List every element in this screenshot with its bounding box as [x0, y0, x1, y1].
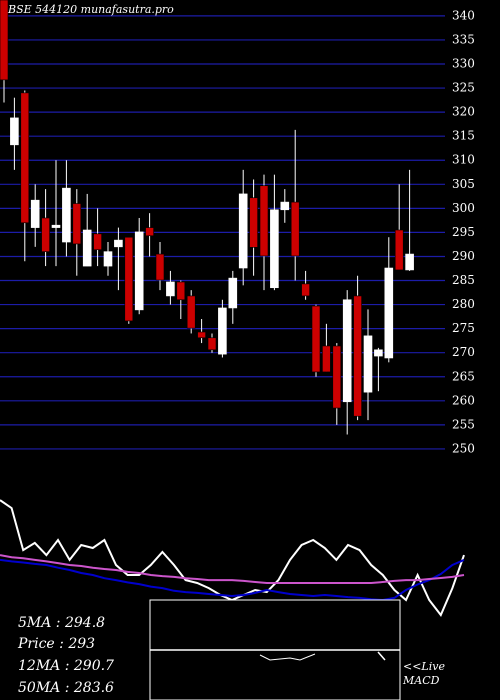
candle-body — [10, 117, 19, 146]
candle-body — [322, 345, 331, 373]
candle-body — [207, 337, 217, 351]
candle-body — [342, 299, 352, 403]
candle-body — [301, 283, 310, 297]
candle-body — [228, 277, 238, 309]
y-tick-label: 285 — [452, 273, 475, 287]
y-tick-label: 260 — [452, 393, 475, 407]
y-tick-label: 335 — [452, 32, 475, 46]
candle-body — [280, 201, 290, 211]
candle-body — [93, 233, 102, 251]
candle-body — [218, 307, 227, 355]
candle-body — [0, 0, 9, 81]
candle-body — [82, 229, 92, 267]
macd-segment — [259, 653, 316, 661]
candle-body — [176, 281, 186, 301]
candle-body — [270, 209, 279, 289]
candle-body — [51, 224, 61, 228]
candle-body — [394, 229, 404, 271]
y-tick-label: 310 — [452, 153, 475, 167]
candle-body — [30, 199, 40, 228]
candle-body — [155, 253, 165, 281]
candle-body — [72, 203, 82, 245]
y-tick-label: 330 — [452, 56, 475, 70]
y-tick-label: 275 — [452, 321, 475, 335]
info-text: 12MA : 290.7 — [18, 658, 114, 674]
y-tick-label: 320 — [452, 105, 475, 119]
candle-body — [114, 239, 123, 248]
y-tick-label: 315 — [452, 129, 475, 143]
candle-body — [41, 217, 50, 252]
candle-body — [186, 295, 196, 329]
chart-title: BSE 544120 munafasutra.pro — [7, 3, 174, 16]
live-text: <<Live — [403, 660, 445, 673]
candle-body — [363, 335, 373, 393]
candle-body — [145, 227, 154, 237]
candle-body — [384, 267, 394, 359]
candle-body — [332, 345, 342, 409]
candle-body — [353, 295, 362, 417]
candle-body — [374, 349, 383, 357]
candle-body — [124, 236, 134, 322]
indicator-line — [0, 558, 465, 602]
candle-body — [311, 305, 321, 373]
indicator-line — [0, 554, 465, 584]
y-tick-label: 295 — [452, 225, 475, 239]
info-text: 5MA : 294.8 — [18, 615, 105, 631]
y-tick-label: 325 — [452, 81, 475, 95]
candle-body — [20, 92, 30, 224]
candle-body — [290, 201, 300, 257]
candle-body — [238, 193, 248, 269]
y-tick-label: 305 — [452, 177, 475, 191]
y-tick-label: 255 — [452, 417, 475, 431]
info-text: 50MA : 283.6 — [18, 680, 114, 696]
y-tick-label: 290 — [452, 249, 475, 263]
y-tick-label: 340 — [452, 8, 475, 22]
candle-body — [134, 231, 144, 311]
candle-body — [197, 331, 206, 339]
candle-body — [103, 251, 113, 267]
candle-body — [62, 187, 71, 243]
macd-text: MACD — [402, 674, 440, 687]
y-tick-label: 280 — [452, 297, 475, 311]
candle-body — [405, 253, 414, 271]
y-tick-label: 300 — [452, 201, 475, 215]
y-tick-label: 265 — [452, 369, 475, 383]
macd-segment — [377, 651, 386, 661]
candle-body — [259, 185, 269, 257]
candle-body — [166, 281, 175, 297]
y-tick-label: 250 — [452, 441, 475, 455]
y-tick-label: 270 — [452, 345, 475, 359]
candle-body — [249, 197, 258, 248]
info-text: Price : 293 — [17, 636, 95, 652]
